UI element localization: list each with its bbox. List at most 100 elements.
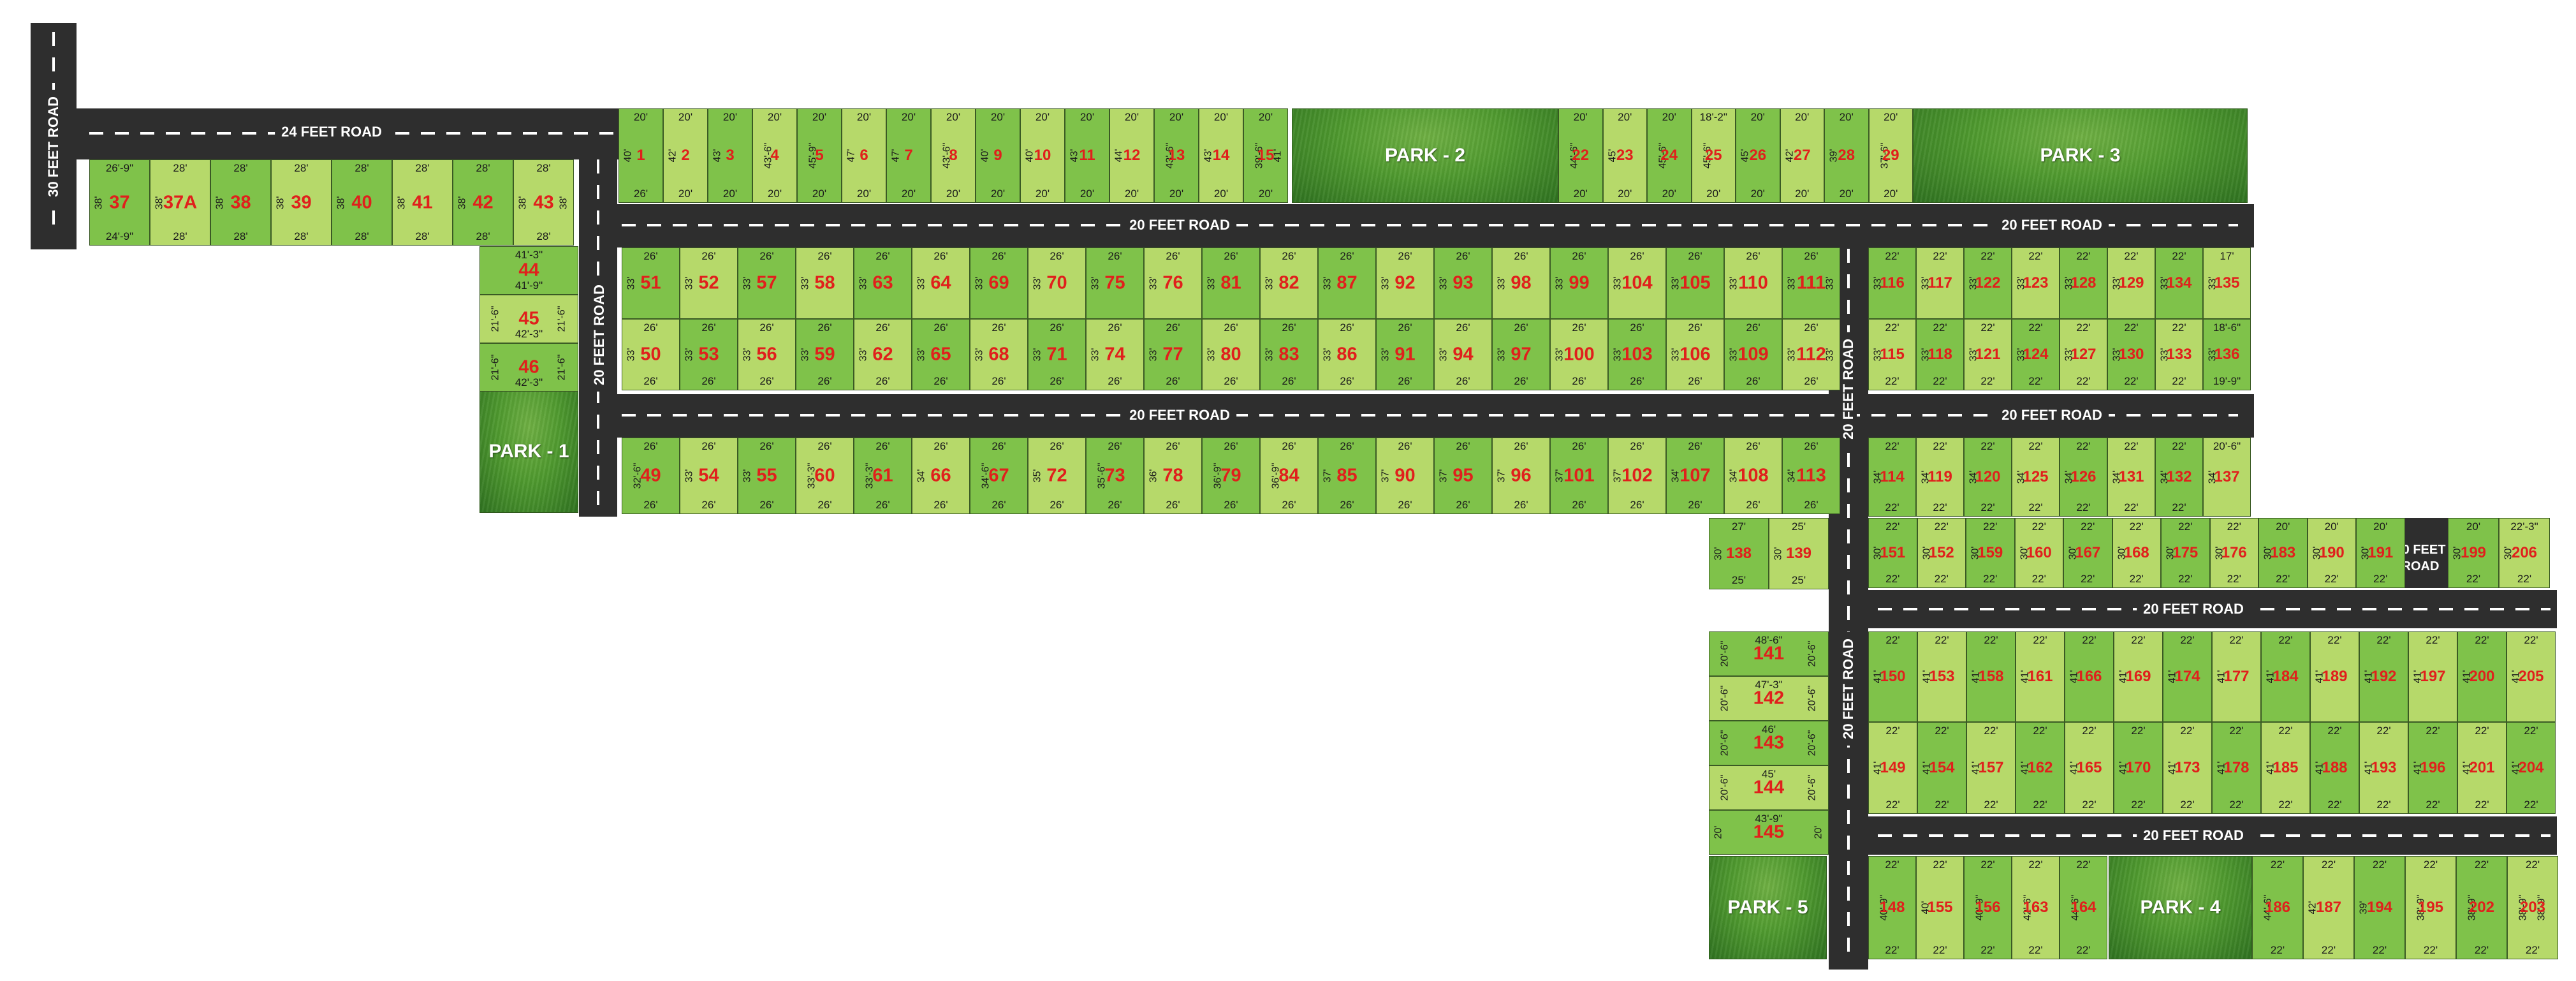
plot-173[interactable]: 22' 22' 41' 173 xyxy=(2163,722,2212,814)
plot-107[interactable]: 26' 26' 34' 107 xyxy=(1666,438,1724,514)
plot-130[interactable]: 22' 22' 33' 130 xyxy=(2107,319,2155,390)
plot-27[interactable]: 20' 20' 42' 27 xyxy=(1780,108,1824,203)
plot-91[interactable]: 26' 26' 33' 91 xyxy=(1376,319,1434,390)
plot-29[interactable]: 20' 20' 37'-6" 29 xyxy=(1868,108,1913,203)
plot-15[interactable]: 20' 20' 39'-6" 41' 15 xyxy=(1243,108,1288,203)
plot-204[interactable]: 22' 22' 41' 204 xyxy=(2506,722,2556,814)
plot-65[interactable]: 26' 26' 33' 65 xyxy=(912,319,970,390)
plot-85[interactable]: 26' 26' 37' 85 xyxy=(1318,438,1376,514)
plot-150[interactable]: 22' 41' 150 xyxy=(1868,631,1917,722)
plot-78[interactable]: 26' 26' 36' 78 xyxy=(1144,438,1202,514)
plot-176[interactable]: 22' 22' 30' 176 xyxy=(2209,518,2258,588)
plot-99[interactable]: 26' 33' 99 xyxy=(1550,247,1608,319)
plot-38[interactable]: 28' 28' 38' 38 xyxy=(210,159,271,246)
plot-1[interactable]: 20' 26' 40' 1 xyxy=(618,108,663,203)
plot-93[interactable]: 26' 33' 93 xyxy=(1434,247,1492,319)
plot-200[interactable]: 22' 41' 200 xyxy=(2457,631,2506,722)
plot-26[interactable]: 20' 20' 45' 26 xyxy=(1736,108,1780,203)
plot-192[interactable]: 22' 41' 192 xyxy=(2359,631,2408,722)
plot-43[interactable]: 28' 28' 38' 38' 43 xyxy=(513,159,574,246)
plot-13[interactable]: 20' 20' 43'-6" 13 xyxy=(1154,108,1199,203)
plot-151[interactable]: 22' 22' 30' 151 xyxy=(1868,518,1917,588)
plot-156[interactable]: 22' 22' 40'-9" 156 xyxy=(1964,856,2012,959)
plot-145[interactable]: 43'-9" 20' 20' 145 xyxy=(1709,810,1829,855)
plot-185[interactable]: 22' 22' 41' 185 xyxy=(2261,722,2310,814)
plot-81[interactable]: 26' 33' 81 xyxy=(1202,247,1260,319)
plot-5[interactable]: 20' 20' 45'-9" 5 xyxy=(797,108,842,203)
plot-62[interactable]: 26' 26' 33' 62 xyxy=(854,319,912,390)
plot-68[interactable]: 26' 26' 33' 68 xyxy=(970,319,1028,390)
plot-50[interactable]: 26' 26' 33' 50 xyxy=(622,319,680,390)
plot-10[interactable]: 20' 20' 40' 10 xyxy=(1020,108,1065,203)
plot-42[interactable]: 28' 28' 38' 42 xyxy=(453,159,513,246)
plot-7[interactable]: 20' 20' 47' 7 xyxy=(886,108,931,203)
plot-184[interactable]: 22' 41' 184 xyxy=(2261,631,2310,722)
plot-202[interactable]: 22' 22' 38'-9" 202 xyxy=(2456,856,2507,959)
plot-22[interactable]: 20' 20' 44'-6" 22 xyxy=(1558,108,1603,203)
plot-24[interactable]: 20' 20' 45'-6" 24 xyxy=(1647,108,1692,203)
plot-2[interactable]: 20' 20' 42' 2 xyxy=(663,108,708,203)
plot-153[interactable]: 22' 41' 153 xyxy=(1917,631,1966,722)
plot-157[interactable]: 22' 22' 41' 157 xyxy=(1966,722,2016,814)
plot-126[interactable]: 22' 22' 34' 126 xyxy=(2060,438,2107,517)
plot-44[interactable]: 41'-3" 41'-9" 44 xyxy=(479,246,578,295)
plot-51[interactable]: 26' 33' 51 xyxy=(622,247,680,319)
plot-9[interactable]: 20' 20' 40' 9 xyxy=(976,108,1020,203)
plot-128[interactable]: 22' 33' 128 xyxy=(2060,247,2107,319)
plot-55[interactable]: 26' 26' 33' 55 xyxy=(738,438,796,514)
plot-83[interactable]: 26' 26' 33' 83 xyxy=(1260,319,1318,390)
plot-154[interactable]: 22' 22' 41' 154 xyxy=(1917,722,1966,814)
plot-90[interactable]: 26' 26' 37' 90 xyxy=(1376,438,1434,514)
plot-114[interactable]: 22' 22' 34' 114 xyxy=(1868,438,1916,517)
plot-98[interactable]: 26' 33' 98 xyxy=(1492,247,1550,319)
plot-106[interactable]: 26' 26' 33' 106 xyxy=(1666,319,1724,390)
plot-158[interactable]: 22' 41' 158 xyxy=(1966,631,2016,722)
plot-23[interactable]: 20' 20' 45' 23 xyxy=(1602,108,1647,203)
plot-175[interactable]: 22' 22' 30' 175 xyxy=(2161,518,2210,588)
plot-131[interactable]: 22' 22' 34' 131 xyxy=(2107,438,2155,517)
plot-148[interactable]: 22' 22' 40'-9" 148 xyxy=(1868,856,1916,959)
plot-136[interactable]: 18'-6" 19'-9" 33' 136 xyxy=(2203,319,2251,390)
plot-71[interactable]: 26' 26' 33' 71 xyxy=(1028,319,1086,390)
plot-188[interactable]: 22' 22' 41' 188 xyxy=(2310,722,2359,814)
plot-134[interactable]: 22' 33' 134 xyxy=(2155,247,2203,319)
plot-201[interactable]: 22' 22' 41' 201 xyxy=(2457,722,2506,814)
plot-139[interactable]: 25' 25' 30' 139 xyxy=(1769,518,1829,589)
plot-80[interactable]: 26' 26' 33' 80 xyxy=(1202,319,1260,390)
plot-57[interactable]: 26' 33' 57 xyxy=(738,247,796,319)
plot-11[interactable]: 20' 20' 43' 11 xyxy=(1065,108,1109,203)
plot-101[interactable]: 26' 26' 37' 101 xyxy=(1550,438,1608,514)
plot-193[interactable]: 22' 22' 41' 193 xyxy=(2359,722,2408,814)
plot-138[interactable]: 27' 25' 30' 138 xyxy=(1709,518,1769,589)
plot-122[interactable]: 22' 33' 122 xyxy=(1964,247,2012,319)
plot-152[interactable]: 22' 22' 30' 152 xyxy=(1917,518,1966,588)
plot-168[interactable]: 22' 22' 30' 168 xyxy=(2112,518,2161,588)
plot-132[interactable]: 22' 22' 34' 132 xyxy=(2155,438,2203,517)
plot-66[interactable]: 26' 26' 34' 66 xyxy=(912,438,970,514)
plot-177[interactable]: 22' 41' 177 xyxy=(2212,631,2261,722)
plot-160[interactable]: 22' 22' 30' 160 xyxy=(2014,518,2063,588)
plot-163[interactable]: 22' 22' 42'-6" 163 xyxy=(2012,856,2060,959)
plot-124[interactable]: 22' 22' 33' 124 xyxy=(2012,319,2060,390)
plot-75[interactable]: 26' 33' 75 xyxy=(1086,247,1144,319)
plot-161[interactable]: 22' 41' 161 xyxy=(2016,631,2065,722)
plot-77[interactable]: 26' 26' 33' 77 xyxy=(1144,319,1202,390)
plot-183[interactable]: 20' 22' 30' 183 xyxy=(2258,518,2308,588)
plot-191[interactable]: 20' 22' 30' 191 xyxy=(2356,518,2405,588)
plot-28[interactable]: 20' 20' 39' 28 xyxy=(1824,108,1869,203)
plot-110[interactable]: 26' 33' 110 xyxy=(1724,247,1782,319)
plot-118[interactable]: 22' 22' 33' 118 xyxy=(1916,319,1964,390)
plot-74[interactable]: 26' 26' 33' 74 xyxy=(1086,319,1144,390)
plot-14[interactable]: 20' 20' 43' 14 xyxy=(1199,108,1243,203)
plot-111[interactable]: 26' 33' 33' 111 xyxy=(1782,247,1840,319)
plot-129[interactable]: 22' 33' 129 xyxy=(2107,247,2155,319)
plot-199[interactable]: 20' 22' 30' 199 xyxy=(2448,518,2499,588)
plot-73[interactable]: 26' 26' 35'-6" 73 xyxy=(1086,438,1144,514)
plot-82[interactable]: 26' 33' 82 xyxy=(1260,247,1318,319)
plot-117[interactable]: 22' 33' 117 xyxy=(1916,247,1964,319)
plot-63[interactable]: 26' 33' 63 xyxy=(854,247,912,319)
plot-37[interactable]: 26'-9" 24'-9" 38' 37 xyxy=(89,159,150,246)
plot-4[interactable]: 20' 20' 43'-6" 4 xyxy=(752,108,797,203)
plot-12[interactable]: 20' 20' 44' 12 xyxy=(1109,108,1154,203)
plot-195[interactable]: 22' 22' 38'-9" 195 xyxy=(2405,856,2456,959)
